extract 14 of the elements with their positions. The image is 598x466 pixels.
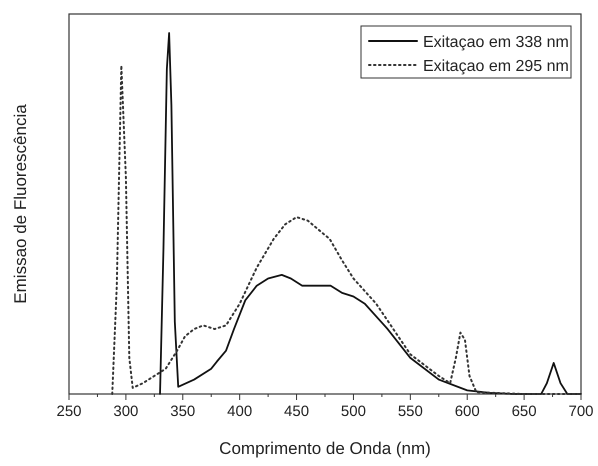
x-tick-label: 250	[56, 403, 82, 420]
y-axis-title: Emissao de Fluorescência	[11, 104, 30, 304]
x-tick-label: 650	[512, 403, 537, 420]
x-tick-label: 500	[340, 403, 366, 420]
legend-label: Exitaçao em 295 nm	[423, 58, 569, 75]
x-tick-label: 300	[113, 403, 138, 420]
x-tick-label: 700	[568, 403, 594, 420]
x-tick-label: 400	[227, 403, 252, 420]
x-tick-label: 550	[398, 403, 423, 420]
legend-label: Exitaçao em 338 nm	[423, 34, 569, 51]
x-axis-title: Comprimento de Onda (nm)	[219, 439, 431, 458]
x-tick-label: 600	[454, 403, 480, 420]
x-tick-label: 450	[284, 403, 310, 420]
x-tick-label: 350	[170, 403, 196, 420]
